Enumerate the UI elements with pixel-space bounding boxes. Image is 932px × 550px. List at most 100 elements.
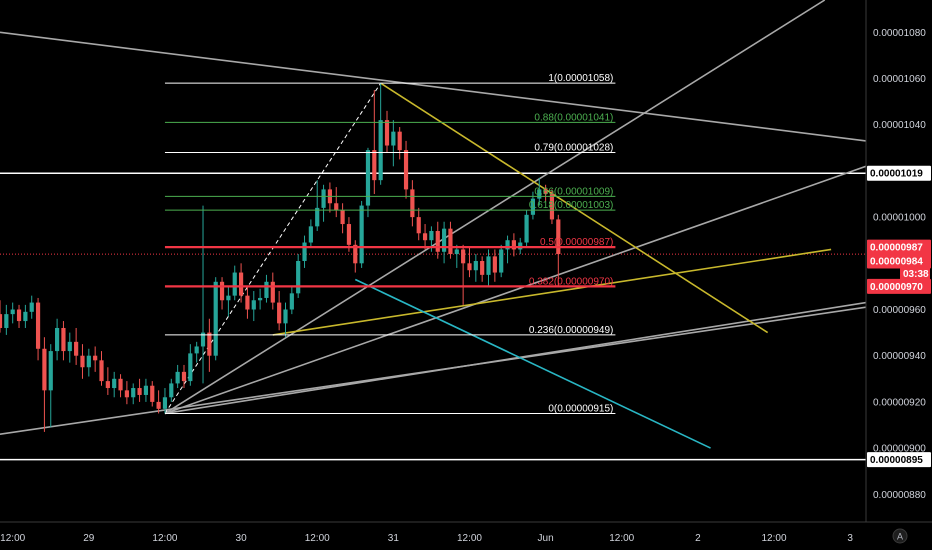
candle-body bbox=[556, 219, 561, 255]
candle-body bbox=[207, 332, 212, 356]
candle-body bbox=[42, 348, 47, 391]
candle-body bbox=[86, 355, 91, 368]
trend-line bbox=[380, 82, 769, 334]
candle-body bbox=[112, 378, 117, 389]
candle-body bbox=[543, 189, 548, 195]
price-tag-badge bbox=[867, 278, 931, 294]
auto-scale-icon: A bbox=[897, 532, 903, 542]
fib-level-label: 0(0.00000915) bbox=[548, 403, 613, 414]
fibonacci-retracement[interactable]: 1(0.00001058) 0.88(0.00001041) 0.79(0.0000… bbox=[164, 73, 616, 414]
candle-body bbox=[0, 314, 3, 328]
candle-body bbox=[238, 272, 244, 296]
candle-body bbox=[289, 293, 294, 310]
auto-scale-button[interactable]: A bbox=[892, 528, 908, 544]
candle-body bbox=[296, 261, 301, 294]
candle-body bbox=[530, 198, 536, 215]
candle-body bbox=[302, 242, 307, 261]
candle-body bbox=[422, 233, 428, 241]
candle-body bbox=[372, 150, 377, 181]
time-axis-tick-label: 3 bbox=[847, 533, 853, 544]
candle-body bbox=[150, 385, 155, 402]
candle-body bbox=[537, 189, 542, 199]
price-tag-badge bbox=[867, 165, 931, 181]
candle-body bbox=[397, 131, 402, 151]
fib-level-label: 0.382(0.00000970) bbox=[529, 276, 614, 287]
candle-body bbox=[118, 378, 123, 391]
time-axis-tick-label: 12:00 bbox=[609, 533, 634, 544]
candle-body bbox=[16, 309, 22, 322]
candle-body bbox=[308, 226, 313, 243]
trend-line bbox=[272, 248, 832, 336]
price-axis-tick-label: 0.00000880 bbox=[873, 490, 926, 501]
price-tag-label: 0.00001019 bbox=[870, 169, 923, 180]
candle-body bbox=[67, 341, 72, 352]
price-tag-badge bbox=[900, 266, 930, 282]
candle-body bbox=[156, 401, 161, 409]
trend-line bbox=[0, 31, 866, 142]
candle-body bbox=[378, 120, 383, 181]
candle-body bbox=[74, 341, 79, 356]
price-axis-tick-label: 0.00000960 bbox=[873, 305, 926, 316]
candle-body bbox=[194, 346, 199, 354]
candle-body bbox=[524, 214, 529, 243]
candle-body bbox=[181, 371, 187, 382]
price-axis-tick-label: 0.00000940 bbox=[873, 351, 926, 362]
candle-body bbox=[270, 281, 275, 303]
fib-level-label: 0.79(0.00001028) bbox=[534, 142, 613, 153]
time-axis-tick-label: 31 bbox=[388, 533, 400, 544]
candle-body bbox=[213, 281, 218, 356]
trend-line bbox=[164, 165, 866, 415]
fib-level-label: 0.88(0.00001041) bbox=[534, 112, 613, 123]
candle-body bbox=[29, 302, 34, 312]
candle-body bbox=[340, 210, 345, 225]
time-axis-tick-label: 12:00 bbox=[761, 533, 786, 544]
candle-body bbox=[429, 230, 434, 241]
price-tag-badge bbox=[867, 452, 931, 468]
candle-body bbox=[219, 281, 225, 301]
candle-body bbox=[4, 314, 9, 328]
candle-body bbox=[245, 295, 250, 310]
candle-body bbox=[549, 194, 555, 220]
candle-body bbox=[486, 256, 491, 275]
candle-body bbox=[162, 397, 168, 409]
candle-body bbox=[467, 263, 472, 271]
candle-body bbox=[93, 355, 98, 361]
price-tag-label: 0.00000970 bbox=[870, 282, 923, 293]
fib-level-label: 1(0.00001058) bbox=[548, 73, 613, 84]
candle-body bbox=[258, 297, 263, 301]
candle-body bbox=[346, 224, 352, 245]
candle-body bbox=[505, 240, 510, 250]
candles-layer bbox=[0, 83, 561, 432]
candle-body bbox=[403, 150, 409, 190]
candle-body bbox=[480, 261, 485, 275]
candle-body bbox=[442, 228, 447, 252]
candle-body bbox=[226, 295, 231, 301]
candle-body bbox=[232, 272, 237, 296]
candle-body bbox=[435, 230, 440, 252]
time-axis-tick-label: Jun bbox=[538, 533, 554, 544]
candle-body bbox=[410, 189, 415, 218]
time-axis-tick-label: 29 bbox=[83, 533, 95, 544]
time-axis-tick-label: 12:00 bbox=[457, 533, 482, 544]
candle-body bbox=[416, 217, 421, 234]
candle-body bbox=[511, 240, 516, 250]
candle-body bbox=[461, 249, 466, 264]
candle-body bbox=[188, 353, 193, 382]
candle-body bbox=[80, 355, 85, 368]
price-axis-tick-label: 0.00001000 bbox=[873, 213, 926, 224]
candle-body bbox=[518, 242, 523, 250]
candle-body bbox=[137, 388, 142, 395]
fib-level-label: 0.236(0.00000949) bbox=[529, 325, 614, 336]
time-axis-tick-label: 12:00 bbox=[305, 533, 330, 544]
candle-body bbox=[334, 203, 339, 211]
time-axis-tick-label: 12:00 bbox=[152, 533, 177, 544]
time-axis[interactable]: 12:00 29 12:00 30 12:00 31 12:00 Jun 12:00 2 12:00… bbox=[0, 533, 853, 544]
price-tag-label: 03:38 bbox=[903, 269, 929, 280]
price-axis-tick-label: 0.00001060 bbox=[873, 74, 926, 85]
candle-body bbox=[359, 205, 364, 264]
price-tag-label: 0.00000984 bbox=[870, 257, 923, 268]
price-axis-tick-label: 0.00000900 bbox=[873, 444, 926, 455]
